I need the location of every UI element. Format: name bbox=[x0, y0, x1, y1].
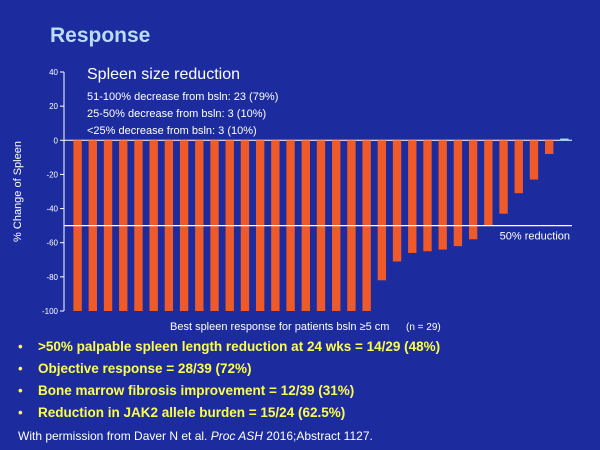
citation-prefix: With permission from Daver N et al. bbox=[18, 429, 211, 443]
citation: With permission from Daver N et al. Proc… bbox=[18, 429, 373, 443]
y-tick-label: -20 bbox=[46, 170, 58, 179]
bullet-item: • Objective response = 28/39 (72%) bbox=[18, 358, 440, 380]
bullet-dot: • bbox=[18, 339, 23, 354]
citation-suffix: 2016;Abstract 1127. bbox=[262, 429, 373, 443]
y-tick-label: -100 bbox=[42, 307, 59, 316]
bar bbox=[377, 140, 387, 281]
key-findings-list: • >50% palpable spleen length reduction a… bbox=[18, 336, 440, 424]
bar bbox=[560, 138, 569, 141]
chart-title: Spleen size reduction bbox=[87, 66, 240, 83]
y-tick-label: 0 bbox=[54, 136, 59, 145]
bar bbox=[544, 140, 554, 154]
bar bbox=[499, 140, 508, 214]
bullet-text: Bone marrow fibrosis improvement = 12/39… bbox=[38, 383, 355, 398]
chart-annotation: 51-100% decrease from bsln: 23 (79%) bbox=[87, 91, 278, 103]
slide-title: Response bbox=[50, 24, 151, 47]
bullet-dot: • bbox=[18, 405, 23, 420]
bullet-text: >50% palpable spleen length reduction at… bbox=[38, 339, 441, 354]
bullet-item: • >50% palpable spleen length reduction a… bbox=[18, 336, 440, 358]
citation-journal: Proc ASH bbox=[210, 429, 263, 443]
n-label: (n = 29) bbox=[406, 322, 441, 333]
bar bbox=[408, 140, 417, 253]
bullet-item: • Reduction in JAK2 allele burden = 15/24… bbox=[18, 402, 440, 424]
bar bbox=[484, 140, 493, 226]
chart-annotation: <25% decrease from bsln: 3 (10%) bbox=[87, 125, 257, 137]
y-tick-label: -60 bbox=[46, 239, 58, 248]
bullet-dot: • bbox=[18, 383, 23, 398]
bullet-item: • Bone marrow fibrosis improvement = 12/3… bbox=[18, 380, 440, 402]
y-tick-label: 20 bbox=[49, 102, 58, 111]
reference-line-label: 50% reduction bbox=[500, 231, 570, 243]
bullet-dot: • bbox=[18, 361, 23, 376]
bullet-text: Objective response = 28/39 (72%) bbox=[38, 361, 252, 376]
bar bbox=[438, 140, 447, 250]
bullet-text: Reduction in JAK2 allele burden = 15/24 … bbox=[38, 405, 346, 420]
chart-annotation: 25-50% decrease from bsln: 3 (10%) bbox=[87, 108, 266, 120]
y-tick-label: -80 bbox=[46, 273, 58, 282]
bar bbox=[514, 140, 523, 194]
bar bbox=[423, 140, 432, 252]
bar bbox=[529, 140, 539, 180]
y-tick-label: 40 bbox=[49, 68, 58, 77]
y-tick-label: -40 bbox=[46, 205, 58, 214]
x-axis-label: Best spleen response for patients bsln ≥… bbox=[170, 321, 389, 333]
y-axis-label: % Change of Spleen bbox=[12, 141, 24, 242]
bar bbox=[453, 140, 463, 247]
bar bbox=[392, 140, 402, 262]
spleen-response-chart: 40 20 0 -20 -40 -60 -80 -100% Change of Spleen … bbox=[0, 60, 600, 340]
bar bbox=[468, 140, 478, 240]
